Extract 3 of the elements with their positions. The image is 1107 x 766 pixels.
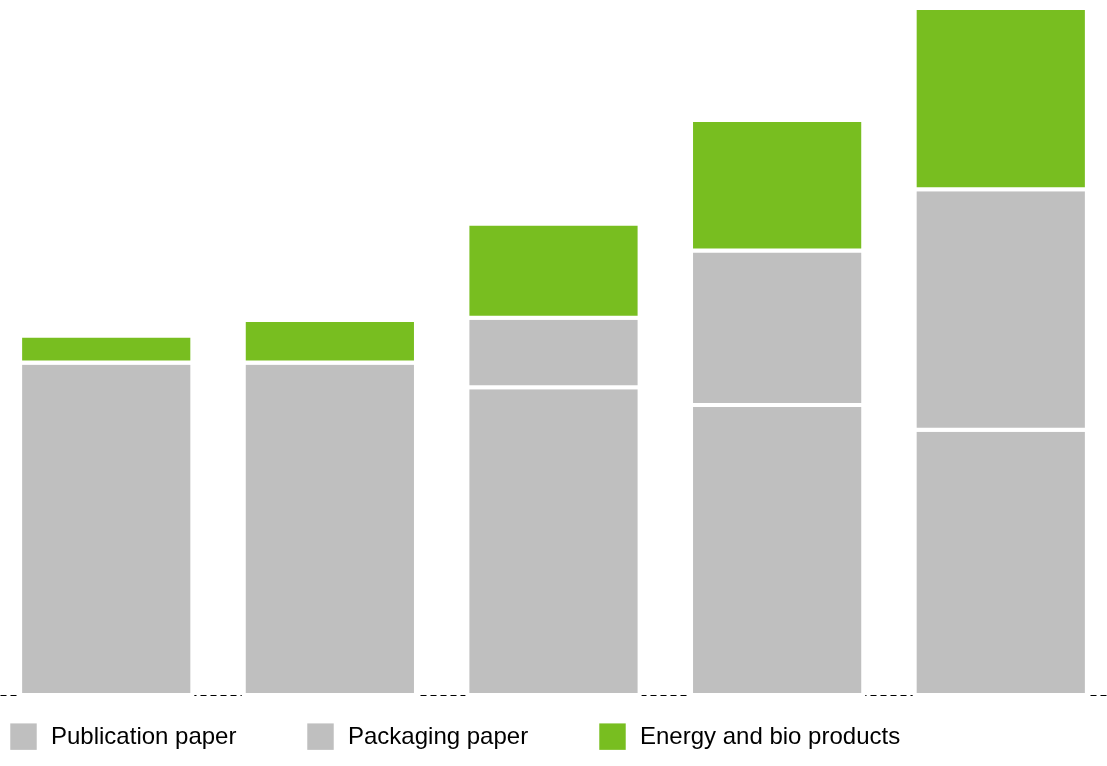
legend-label: Energy and bio products: [640, 721, 901, 749]
legend-label: Publication paper: [51, 721, 237, 749]
legend-label: Packaging paper: [348, 721, 529, 749]
